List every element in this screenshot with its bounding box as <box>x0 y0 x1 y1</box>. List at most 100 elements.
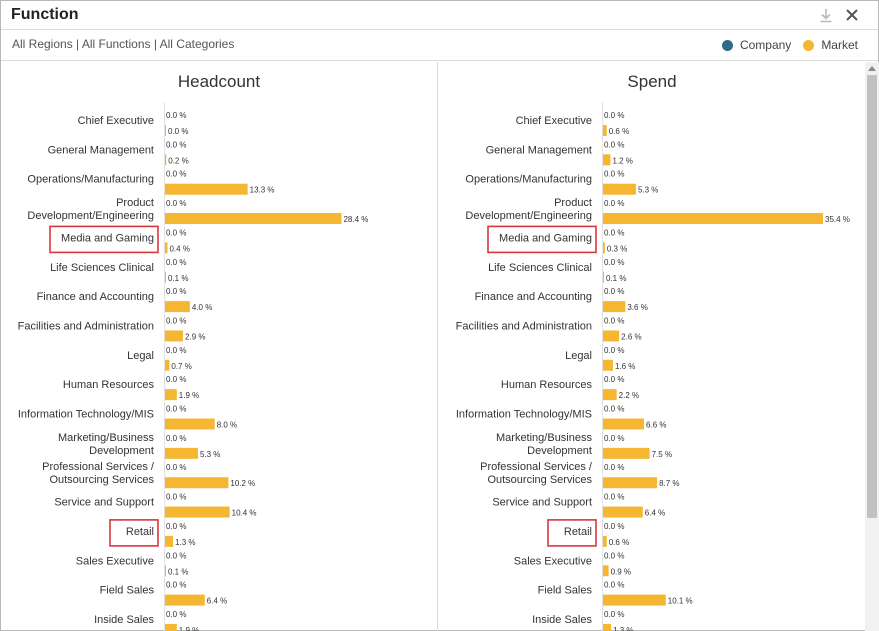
value-label-company-retail: 0.0 % <box>166 522 186 531</box>
bar-market-retail[interactable] <box>165 535 174 547</box>
bar-market-operations-manufacturing[interactable] <box>603 183 636 195</box>
value-label-market-facilities-and-administration: 2.9 % <box>185 332 205 341</box>
bar-market-human-resources[interactable] <box>165 389 177 401</box>
bar-market-general-management[interactable] <box>165 154 167 166</box>
value-label-company-information-technology-mis: 0.0 % <box>604 405 624 414</box>
bar-market-inside-sales[interactable] <box>165 623 177 631</box>
bar-market-professional-services-outsourcing-services[interactable] <box>165 477 229 489</box>
value-label-company-service-and-support: 0.0 % <box>604 493 624 502</box>
value-label-market-marketing-business-development: 7.5 % <box>652 450 672 459</box>
bar-market-human-resources[interactable] <box>603 389 617 401</box>
filter-bar: All Regions | All Functions | All Catego… <box>1 30 878 61</box>
value-label-market-product-development-engineering: 28.4 % <box>343 215 368 224</box>
category-label-sales-executive: Sales Executive <box>514 555 592 567</box>
value-label-market-information-technology-mis: 6.6 % <box>646 421 666 430</box>
title-bar: Function <box>1 1 878 30</box>
value-label-market-operations-manufacturing: 13.3 % <box>250 186 275 195</box>
category-label-chief-executive: Chief Executive <box>516 115 592 127</box>
value-label-market-sales-executive: 0.9 % <box>611 567 631 576</box>
value-label-market-human-resources: 2.2 % <box>619 391 639 400</box>
bar-market-marketing-business-development[interactable] <box>165 447 198 459</box>
bar-market-media-and-gaming[interactable] <box>603 242 605 254</box>
bar-market-finance-and-accounting[interactable] <box>165 301 190 313</box>
value-label-company-inside-sales: 0.0 % <box>604 610 624 619</box>
bar-market-legal[interactable] <box>165 359 170 371</box>
category-label-operations-manufacturing: Operations/Manufacturing <box>27 174 154 186</box>
category-label-human-resources: Human Resources <box>63 379 155 391</box>
bar-market-information-technology-mis[interactable] <box>603 418 645 430</box>
bar-market-finance-and-accounting[interactable] <box>603 301 626 313</box>
bar-market-legal[interactable] <box>603 359 613 371</box>
bar-market-chief-executive[interactable] <box>165 125 166 136</box>
value-label-market-general-management: 0.2 % <box>168 156 188 165</box>
value-label-company-sales-executive: 0.0 % <box>166 551 186 560</box>
category-label-facilities-and-administration: Facilities and Administration <box>456 320 592 332</box>
value-label-company-retail: 0.0 % <box>604 522 624 531</box>
bar-market-professional-services-outsourcing-services[interactable] <box>603 477 658 489</box>
value-label-market-retail: 0.6 % <box>609 538 629 547</box>
value-label-company-life-sciences-clinical: 0.0 % <box>604 258 624 267</box>
bar-market-service-and-support[interactable] <box>165 506 230 518</box>
value-label-company-operations-manufacturing: 0.0 % <box>604 170 624 179</box>
category-label-sales-executive: Sales Executive <box>76 555 154 567</box>
legend-item-market[interactable]: Market <box>803 38 858 52</box>
scroll-up-icon[interactable] <box>865 62 879 75</box>
value-label-company-chief-executive: 0.0 % <box>604 111 624 120</box>
company-swatch <box>721 39 733 51</box>
bar-market-retail[interactable] <box>603 535 607 547</box>
value-label-company-human-resources: 0.0 % <box>604 375 624 384</box>
value-label-market-inside-sales: 1.3 % <box>613 626 633 631</box>
window-title: Function <box>11 6 79 23</box>
vertical-scrollbar[interactable] <box>865 62 879 631</box>
bar-market-sales-executive[interactable] <box>165 565 166 577</box>
bar-market-facilities-and-administration[interactable] <box>165 330 184 342</box>
bar-market-life-sciences-clinical[interactable] <box>165 271 166 283</box>
bar-market-field-sales[interactable] <box>165 594 205 606</box>
market-swatch <box>803 39 815 51</box>
legend-item-company[interactable]: Company <box>721 38 791 52</box>
value-label-market-field-sales: 6.4 % <box>207 597 227 606</box>
bar-market-product-development-engineering[interactable] <box>603 213 823 225</box>
value-label-company-legal: 0.0 % <box>166 346 186 355</box>
bar-market-life-sciences-clinical[interactable] <box>603 271 604 283</box>
value-label-market-general-management: 1.2 % <box>612 156 632 165</box>
bar-market-operations-manufacturing[interactable] <box>165 183 248 195</box>
bar-market-service-and-support[interactable] <box>603 506 643 518</box>
category-label-operations-manufacturing: Operations/Manufacturing <box>465 174 592 186</box>
bar-market-information-technology-mis[interactable] <box>165 418 215 430</box>
bar-market-inside-sales[interactable] <box>603 623 612 631</box>
value-label-company-information-technology-mis: 0.0 % <box>166 405 186 414</box>
category-label-media-and-gaming: Media and Gaming <box>61 232 154 244</box>
bar-market-general-management[interactable] <box>603 154 611 166</box>
value-label-company-field-sales: 0.0 % <box>166 581 186 590</box>
highlight-box-media-and-gaming <box>487 225 597 254</box>
value-label-market-product-development-engineering: 35.4 % <box>825 215 850 224</box>
bar-market-chief-executive[interactable] <box>603 125 607 136</box>
bar-market-field-sales[interactable] <box>603 594 666 606</box>
category-label-marketing-business-development: Marketing/Business Development <box>496 432 592 457</box>
scroll-thumb[interactable] <box>867 75 877 518</box>
category-label-inside-sales: Inside Sales <box>532 614 592 626</box>
bar-market-facilities-and-administration[interactable] <box>603 330 620 342</box>
value-label-market-marketing-business-development: 5.3 % <box>200 450 220 459</box>
filter-breadcrumb[interactable]: All Regions | All Functions | All Catego… <box>12 37 235 51</box>
highlight-box-retail <box>109 519 159 547</box>
download-icon[interactable] <box>816 5 836 25</box>
value-label-market-service-and-support: 10.4 % <box>232 509 257 518</box>
value-label-company-finance-and-accounting: 0.0 % <box>166 287 186 296</box>
bar-market-marketing-business-development[interactable] <box>603 447 650 459</box>
bar-market-sales-executive[interactable] <box>603 565 609 577</box>
value-label-company-marketing-business-development: 0.0 % <box>166 434 186 443</box>
value-label-market-chief-executive: 0.0 % <box>168 127 188 136</box>
value-label-market-media-and-gaming: 0.4 % <box>169 244 189 253</box>
value-label-market-professional-services-outsourcing-services: 10.2 % <box>230 479 255 488</box>
value-label-company-professional-services-outsourcing-services: 0.0 % <box>604 463 624 472</box>
bar-market-media-and-gaming[interactable] <box>165 242 168 254</box>
bar-market-product-development-engineering[interactable] <box>165 213 342 225</box>
value-label-market-finance-and-accounting: 3.6 % <box>627 303 647 312</box>
value-label-market-field-sales: 10.1 % <box>668 597 693 606</box>
value-label-company-professional-services-outsourcing-services: 0.0 % <box>166 463 186 472</box>
close-icon[interactable] <box>842 5 862 25</box>
value-label-company-inside-sales: 0.0 % <box>166 610 186 619</box>
spend-title: Spend <box>627 72 677 91</box>
